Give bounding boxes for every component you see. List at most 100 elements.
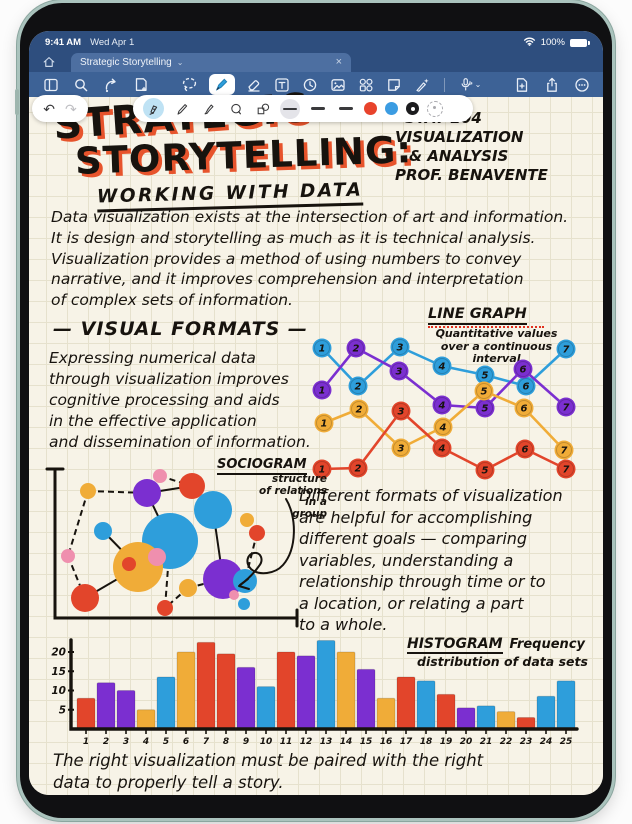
elements-icon[interactable] bbox=[358, 76, 375, 93]
tab-title: Strategic Storytelling bbox=[80, 57, 172, 68]
svg-text:6: 6 bbox=[522, 445, 529, 456]
svg-text:3: 3 bbox=[398, 444, 405, 455]
svg-text:2: 2 bbox=[103, 737, 109, 747]
home-icon[interactable] bbox=[42, 54, 58, 70]
color-picker-icon[interactable] bbox=[427, 100, 443, 117]
ipad-device-frame: 9:41 AM Wed Apr 1 100% Strategic Storyte… bbox=[15, 3, 612, 818]
brush-pen-icon[interactable] bbox=[199, 99, 218, 118]
svg-text:1: 1 bbox=[83, 737, 89, 747]
microphone-icon[interactable]: ⌄ bbox=[458, 77, 482, 92]
line-graph-title: LINE GRAPH bbox=[428, 306, 527, 325]
svg-text:6: 6 bbox=[521, 404, 528, 415]
svg-text:7: 7 bbox=[203, 737, 210, 747]
svg-text:4: 4 bbox=[438, 362, 446, 373]
eraser-icon[interactable] bbox=[246, 76, 263, 93]
tab-bar: Strategic Storytelling ⌄ × bbox=[29, 51, 603, 72]
svg-text:18: 18 bbox=[420, 737, 433, 747]
svg-text:8: 8 bbox=[223, 737, 229, 747]
svg-text:7: 7 bbox=[563, 345, 570, 356]
svg-text:1: 1 bbox=[319, 465, 326, 476]
volume-button bbox=[15, 89, 19, 115]
status-bar: 9:41 AM Wed Apr 1 100% bbox=[29, 31, 603, 51]
histogram-subtitle-line2: distribution of data sets bbox=[417, 654, 588, 669]
battery-percent: 100% bbox=[540, 37, 565, 48]
clock-icon[interactable] bbox=[302, 76, 319, 93]
svg-text:17: 17 bbox=[400, 737, 413, 747]
pen-tool-selected[interactable] bbox=[208, 74, 235, 95]
stroke-thickness-thin[interactable] bbox=[280, 98, 300, 119]
svg-text:1: 1 bbox=[319, 344, 326, 355]
svg-text:5: 5 bbox=[482, 404, 489, 415]
toolbar-divider bbox=[443, 77, 445, 92]
svg-text:3: 3 bbox=[123, 737, 129, 747]
line-graph-subtitle: Quantitative values over a continuous in… bbox=[435, 327, 558, 365]
stroke-thickness-medium[interactable] bbox=[308, 99, 328, 119]
svg-text:4: 4 bbox=[439, 423, 447, 434]
svg-text:14: 14 bbox=[340, 737, 353, 747]
histogram-subtitle-line1: Frequency bbox=[509, 637, 586, 652]
svg-text:15: 15 bbox=[51, 666, 66, 678]
svg-text:1: 1 bbox=[319, 386, 326, 397]
fountain-pen-icon[interactable] bbox=[143, 98, 164, 119]
svg-text:5: 5 bbox=[481, 387, 488, 398]
undo-icon[interactable]: ↶ bbox=[43, 100, 55, 117]
svg-text:13: 13 bbox=[320, 737, 333, 747]
magic-pen-icon[interactable] bbox=[414, 76, 431, 93]
svg-text:2: 2 bbox=[356, 405, 363, 416]
redo-icon[interactable]: ↷ bbox=[65, 100, 77, 117]
svg-text:3: 3 bbox=[396, 367, 403, 378]
stroke-thickness-thick[interactable] bbox=[336, 99, 356, 119]
tab-chevron-down-icon[interactable]: ⌄ bbox=[176, 58, 184, 67]
svg-text:2: 2 bbox=[355, 382, 362, 393]
pages-panel-icon[interactable] bbox=[42, 76, 59, 93]
share-icon[interactable] bbox=[543, 76, 560, 93]
add-page-icon[interactable] bbox=[513, 76, 530, 93]
shape-pen-icon[interactable] bbox=[253, 99, 272, 118]
color-red[interactable] bbox=[364, 102, 377, 115]
intro-paragraph: Data visualization exists at the interse… bbox=[51, 208, 569, 310]
svg-text:3: 3 bbox=[398, 407, 405, 418]
line-graph-drawing: 1 2 3 4 5 6 7 1 2 3 4 5 6 7 1 2 3 4 5 6 7 1 2 3 4 5 6 7 bbox=[312, 337, 576, 480]
lasso-icon[interactable] bbox=[181, 76, 198, 93]
svg-text:5: 5 bbox=[482, 466, 489, 477]
svg-text:4: 4 bbox=[142, 737, 149, 747]
more-icon[interactable] bbox=[573, 76, 590, 93]
svg-text:6: 6 bbox=[523, 382, 530, 393]
pen-settings-pill bbox=[133, 95, 473, 122]
svg-text:6: 6 bbox=[520, 365, 527, 376]
svg-text:5: 5 bbox=[163, 737, 169, 747]
svg-text:5: 5 bbox=[482, 371, 489, 382]
mic-chevron-down-icon: ⌄ bbox=[474, 80, 482, 89]
sociogram-title: SOCIOGRAM bbox=[217, 457, 307, 475]
svg-text:6: 6 bbox=[183, 737, 189, 747]
histogram-title: HISTOGRAM bbox=[407, 636, 503, 654]
sociogram-subtitle: structure of relations in a group bbox=[259, 473, 327, 520]
svg-text:4: 4 bbox=[438, 401, 446, 412]
svg-text:7: 7 bbox=[561, 446, 568, 457]
text-box-icon[interactable] bbox=[274, 76, 291, 93]
color-blue[interactable] bbox=[385, 102, 398, 115]
new-page-template-icon[interactable] bbox=[132, 76, 149, 93]
tab-strategic-storytelling[interactable]: Strategic Storytelling ⌄ × bbox=[71, 53, 351, 72]
svg-text:9: 9 bbox=[243, 737, 249, 747]
color-black-selected[interactable] bbox=[406, 102, 419, 115]
search-icon[interactable] bbox=[72, 76, 89, 93]
svg-text:3: 3 bbox=[397, 343, 404, 354]
tab-close-icon[interactable]: × bbox=[335, 56, 342, 68]
image-icon[interactable] bbox=[330, 76, 347, 93]
loop-pen-icon[interactable] bbox=[226, 99, 245, 118]
sticky-note-icon[interactable] bbox=[386, 76, 403, 93]
scroll-navigate-icon[interactable] bbox=[102, 76, 119, 93]
svg-text:2: 2 bbox=[353, 344, 360, 355]
svg-text:24: 24 bbox=[540, 737, 553, 747]
visual-formats-heading: — VISUAL FORMATS — bbox=[53, 318, 308, 340]
ballpoint-pen-icon[interactable] bbox=[172, 99, 191, 118]
svg-text:10: 10 bbox=[51, 685, 66, 697]
status-date: Wed Apr 1 bbox=[90, 37, 135, 48]
svg-text:25: 25 bbox=[560, 737, 573, 747]
clock-time: 9:41 AM bbox=[45, 37, 82, 48]
wifi-icon bbox=[523, 36, 536, 49]
svg-text:21: 21 bbox=[480, 737, 493, 747]
note-paper[interactable]: STRATEGIC STORYTELLING: WORKING WITH DAT… bbox=[29, 85, 603, 795]
